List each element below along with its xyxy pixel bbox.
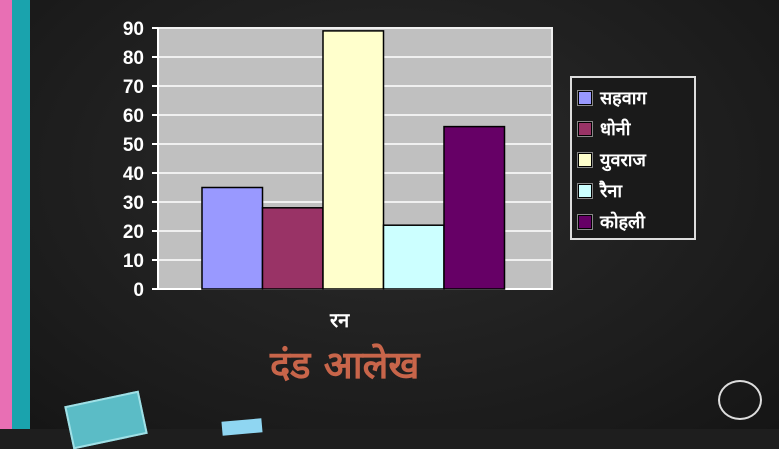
teal-border-stripe	[12, 0, 30, 429]
legend-label: रैना	[600, 180, 623, 202]
legend-swatch	[577, 182, 593, 199]
legend-swatch	[577, 89, 593, 106]
legend-item: युवराज	[577, 144, 688, 175]
legend-swatch	[577, 213, 593, 230]
y-tick-label: 0	[133, 280, 144, 301]
y-tick-label: 70	[123, 77, 144, 98]
legend-swatch	[577, 120, 593, 137]
y-tick-label: 20	[123, 222, 144, 243]
legend-label: युवराज	[600, 149, 646, 171]
legend-swatch	[577, 151, 593, 168]
x-axis-label: रन	[330, 308, 350, 332]
bar-1	[201, 186, 264, 290]
pink-border-stripe	[0, 0, 12, 429]
ruler-doodle-icon	[221, 418, 263, 436]
bar-4	[382, 224, 445, 290]
legend-item: धोनी	[577, 113, 688, 144]
legend-item: कोहली	[577, 206, 688, 237]
face-doodle-icon	[718, 380, 762, 420]
y-tick-label: 80	[123, 48, 144, 69]
bar-2	[261, 207, 324, 290]
bar-5	[443, 125, 506, 290]
legend-item: रैना	[577, 175, 688, 206]
chart-title: दंड आलेख	[270, 343, 420, 387]
y-tick-label: 60	[123, 106, 144, 127]
y-tick-label: 50	[123, 135, 144, 156]
y-tick-label: 40	[123, 164, 144, 185]
legend-item: सहवाग	[577, 82, 688, 113]
legend-label: धोनी	[600, 118, 631, 140]
y-tick-label: 10	[123, 251, 144, 272]
legend-label: सहवाग	[600, 87, 647, 109]
bar-3	[322, 30, 385, 290]
y-tick-label: 90	[123, 19, 144, 40]
legend: सहवाग धोनी युवराज रैना कोहली	[570, 76, 696, 240]
y-tick-label: 30	[123, 193, 144, 214]
legend-label: कोहली	[600, 211, 645, 233]
bar-chart: 0 10 20 30 40 50 60 70 80 90	[123, 19, 553, 301]
